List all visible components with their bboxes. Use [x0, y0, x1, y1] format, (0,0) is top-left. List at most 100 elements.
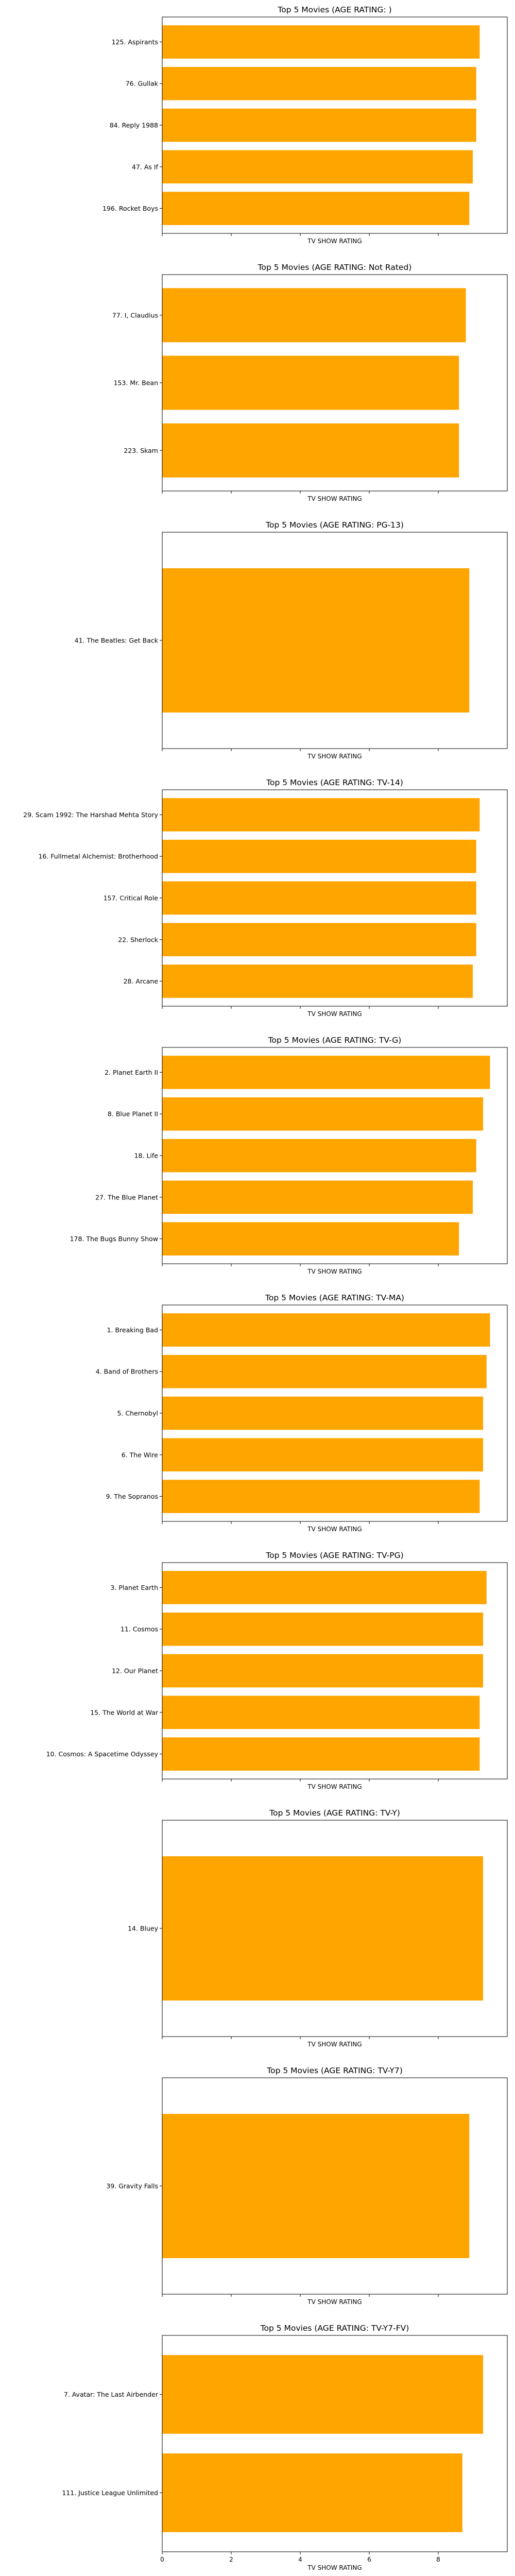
category-label: 10. Cosmos: A Spacetime Odyssey	[46, 1750, 159, 1758]
category-label: 2. Planet Earth II	[105, 1069, 158, 1076]
chart-title: Top 5 Movies (AGE RATING: Not Rated)	[258, 263, 412, 272]
axes-frame	[162, 2335, 508, 2552]
chart-panel: Top 5 Movies (AGE RATING: TV-Y7) 39. Grav…	[106, 2066, 508, 2306]
x-tick-label: 0	[160, 2556, 164, 2563]
x-axis-label: TV SHOW RATING	[307, 1010, 362, 1018]
bar	[162, 2355, 484, 2434]
x-axis-label: TV SHOW RATING	[307, 1783, 362, 1790]
bar	[162, 1313, 490, 1347]
category-label: 4. Band of Brothers	[96, 1368, 158, 1376]
category-label: 76. Gullak	[126, 80, 159, 88]
x-axis-label: TV SHOW RATING	[307, 753, 362, 760]
bar	[162, 1480, 480, 1513]
chart-title: Top 5 Movies (AGE RATING: TV-G)	[268, 1036, 402, 1045]
axes-frame	[162, 1820, 508, 2037]
category-label: 8. Blue Planet II	[108, 1110, 158, 1118]
category-label: 18. Life	[134, 1152, 159, 1160]
bar	[162, 25, 480, 59]
x-axis-label: TV SHOW RATING	[307, 495, 362, 502]
chart-title: Top 5 Movies (AGE RATING: TV-MA)	[265, 1293, 404, 1302]
bar	[162, 1737, 480, 1771]
bar	[162, 2114, 470, 2258]
bar	[162, 192, 470, 225]
category-label: 84. Reply 1988	[110, 122, 158, 129]
bar	[162, 798, 480, 832]
bar	[162, 1654, 484, 1688]
chart-title: Top 5 Movies (AGE RATING: )	[277, 5, 391, 14]
bar	[162, 288, 466, 343]
x-axis-label: TV SHOW RATING	[307, 2564, 362, 2571]
category-label: 157. Critical Role	[104, 894, 159, 902]
bar	[162, 1396, 484, 1430]
category-label: 29. Scam 1992: The Harshad Mehta Story	[23, 811, 158, 819]
bar	[162, 66, 476, 100]
chart-title: Top 5 Movies (AGE RATING: TV-Y)	[269, 1808, 400, 1818]
category-label: 196. Rocket Boys	[102, 205, 158, 212]
bar	[162, 1180, 473, 1214]
chart-title: Top 5 Movies (AGE RATING: TV-PG)	[265, 1551, 403, 1560]
bar	[162, 1056, 490, 1089]
bar	[162, 964, 473, 998]
axes-frame	[162, 16, 508, 234]
x-axis-label: TV SHOW RATING	[307, 2041, 362, 2048]
x-tick-label: 4	[298, 2556, 302, 2563]
x-tick-label: 6	[367, 2556, 371, 2563]
bar	[162, 423, 459, 478]
category-label: 11. Cosmos	[121, 1625, 158, 1633]
chart-title: Top 5 Movies (AGE RATING: PG-13)	[265, 520, 404, 530]
category-label: 16. Fullmetal Alchemist: Brotherhood	[38, 853, 158, 860]
chart-title: Top 5 Movies (AGE RATING: TV-Y7-FV)	[260, 2324, 409, 2333]
axes-frame	[162, 532, 508, 749]
axes-frame	[162, 2077, 508, 2295]
category-label: 111. Justice League Unlimited	[62, 2489, 158, 2497]
bar	[162, 355, 459, 410]
x-tick-label: 8	[436, 2556, 440, 2563]
bar	[162, 2453, 462, 2532]
category-label: 223. Skam	[124, 447, 158, 454]
category-label: 14. Bluey	[128, 1925, 159, 1933]
category-label: 22. Sherlock	[118, 936, 159, 943]
chart-title: Top 5 Movies (AGE RATING: TV-Y7)	[266, 2066, 403, 2075]
category-label: 6. The Wire	[122, 1451, 159, 1459]
bar	[162, 1696, 480, 1730]
category-label: 77. I, Claudius	[112, 311, 158, 319]
bar	[162, 150, 473, 184]
category-label: 7. Avatar: The Last Airbender	[64, 2391, 159, 2398]
bar	[162, 568, 470, 713]
bar	[162, 108, 476, 142]
bar	[162, 839, 476, 873]
bar	[162, 1856, 484, 2001]
category-label: 39. Gravity Falls	[106, 2182, 158, 2190]
category-label: 47. As If	[132, 163, 159, 171]
chart-title: Top 5 Movies (AGE RATING: TV-14)	[266, 778, 403, 787]
bar	[162, 923, 476, 957]
x-tick-label: 2	[229, 2556, 233, 2563]
chart-panel: Top 5 Movies (AGE RATING: TV-G) 2. Planet…	[70, 1036, 508, 1275]
bar	[162, 1354, 487, 1388]
x-axis-label: TV SHOW RATING	[307, 1526, 362, 1533]
category-label: 41. The Beatles: Get Back	[75, 637, 159, 645]
category-label: 15. The World at War	[90, 1708, 159, 1716]
chart-panel: Top 5 Movies (AGE RATING: TV-Y) 14. Bluey…	[128, 1808, 508, 2048]
chart-panel: Top 5 Movies (AGE RATING: PG-13) 41. The …	[75, 520, 508, 760]
axes-frame	[162, 274, 508, 492]
x-axis-label: TV SHOW RATING	[307, 2298, 362, 2306]
bar	[162, 1222, 459, 1256]
category-label: 153. Mr. Bean	[114, 379, 158, 387]
axes-frame	[162, 1304, 508, 1522]
bar	[162, 1097, 484, 1131]
category-label: 178. The Bugs Bunny Show	[70, 1235, 158, 1243]
chart-panel: Top 5 Movies (AGE RATING: ) 125. Aspirant…	[102, 5, 508, 245]
axes-frame	[162, 1562, 508, 1780]
chart-panel: Top 5 Movies (AGE RATING: TV-Y7-FV) 7. Av…	[62, 2324, 508, 2571]
axes-frame	[162, 789, 508, 1007]
chart-panel: Top 5 Movies (AGE RATING: TV-MA) 1. Break…	[96, 1293, 508, 1533]
category-label: 3. Planet Earth	[110, 1584, 158, 1591]
category-label: 5. Chernobyl	[117, 1410, 158, 1417]
chart-panel: Top 5 Movies (AGE RATING: Not Rated) 77. …	[112, 263, 508, 502]
chart-panel: Top 5 Movies (AGE RATING: TV-14) 29. Scam…	[23, 778, 508, 1018]
bar	[162, 1139, 476, 1173]
category-label: 27. The Blue Planet	[95, 1193, 158, 1201]
category-label: 9. The Sopranos	[106, 1493, 158, 1500]
category-label: 125. Aspirants	[112, 38, 158, 46]
